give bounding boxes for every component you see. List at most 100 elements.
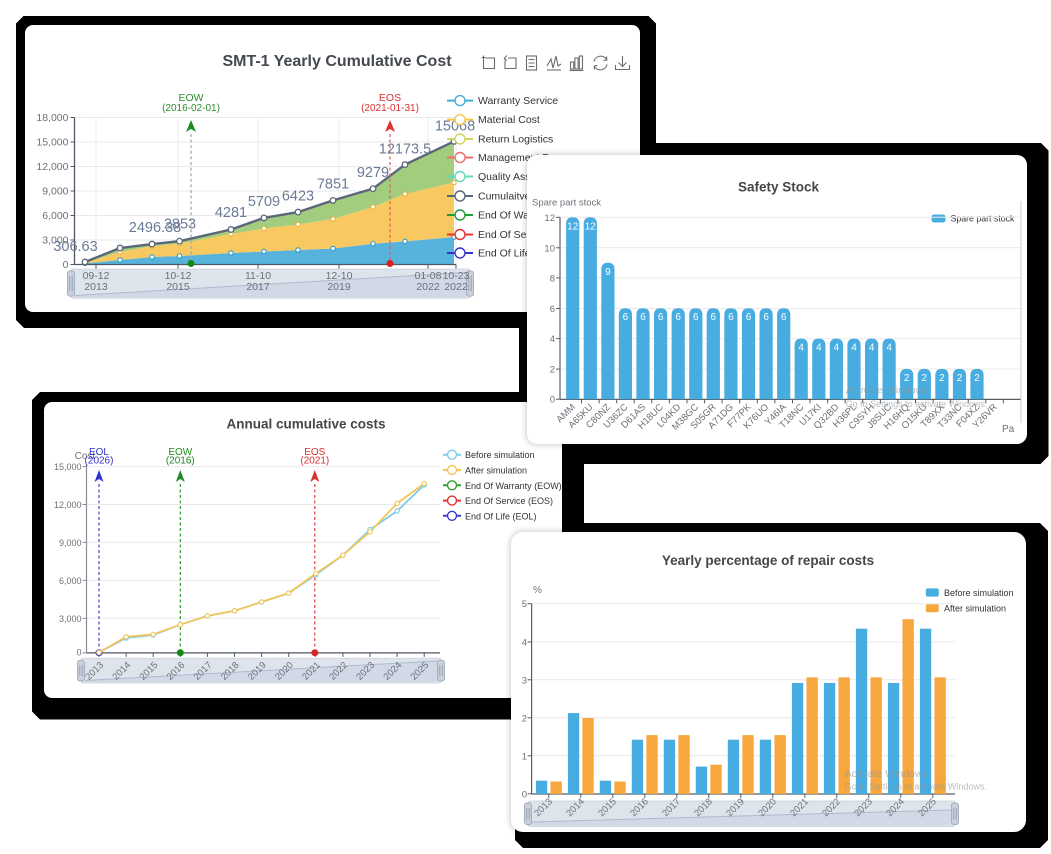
svg-text:6: 6: [763, 312, 769, 323]
svg-text:Yearly percentage of repair co: Yearly percentage of repair costs: [662, 553, 874, 568]
svg-text:Activate Windows: Activate Windows: [845, 768, 928, 780]
svg-text:5709: 5709: [248, 194, 280, 210]
svg-text:EOS: EOS: [304, 447, 325, 458]
svg-text:4: 4: [834, 342, 840, 353]
svg-text:12: 12: [585, 221, 597, 232]
svg-text:End Of Warranty (EOW): End Of Warranty (EOW): [465, 481, 562, 491]
svg-text:2022: 2022: [416, 281, 440, 293]
svg-text:0: 0: [63, 259, 69, 271]
svg-text:18,000: 18,000: [36, 112, 68, 124]
svg-text:306.63: 306.63: [53, 239, 97, 255]
svg-text:SMT-1 Yearly Cumulative Cost: SMT-1 Yearly Cumulative Cost: [222, 53, 452, 70]
svg-text:4: 4: [798, 342, 804, 353]
svg-text:12,000: 12,000: [54, 500, 82, 510]
svg-text:12: 12: [567, 221, 579, 232]
svg-text:2: 2: [974, 372, 980, 383]
svg-text:(2021-01-31): (2021-01-31): [361, 103, 419, 114]
svg-text:2022: 2022: [444, 281, 468, 293]
svg-text:(2026): (2026): [85, 456, 114, 467]
svg-text:15,000: 15,000: [54, 462, 82, 472]
svg-text:4: 4: [886, 342, 892, 353]
svg-text:Before simulation: Before simulation: [465, 450, 535, 460]
svg-text:4281: 4281: [215, 205, 247, 221]
svg-text:10: 10: [544, 243, 555, 254]
svg-text:Safety Stock: Safety Stock: [738, 179, 819, 194]
svg-text:6: 6: [711, 312, 717, 323]
svg-text:3,000: 3,000: [42, 235, 68, 247]
svg-text:6: 6: [550, 303, 555, 314]
svg-text:2: 2: [550, 364, 555, 375]
svg-text:Spare part stock: Spare part stock: [950, 213, 1015, 223]
svg-text:6: 6: [640, 312, 646, 323]
svg-text:EOW: EOW: [178, 92, 203, 104]
svg-text:Spare part stock: Spare part stock: [532, 197, 601, 208]
svg-text:10-12: 10-12: [165, 270, 192, 282]
svg-text:6,000: 6,000: [59, 576, 82, 586]
svg-text:After simulation: After simulation: [944, 604, 1006, 614]
svg-text:15068: 15068: [435, 119, 475, 135]
svg-text:Material Cost: Material Cost: [478, 114, 540, 126]
svg-text:6: 6: [693, 312, 699, 323]
svg-text:12,000: 12,000: [36, 161, 68, 173]
svg-text:12: 12: [544, 212, 555, 223]
svg-text:6: 6: [781, 312, 787, 323]
svg-text:0: 0: [522, 789, 527, 800]
svg-text:Annual cumulative costs: Annual cumulative costs: [226, 417, 385, 432]
svg-text:6: 6: [623, 312, 629, 323]
svg-text:Go to Settings to activate Win: Go to Settings to activate Windows.: [845, 782, 987, 792]
svg-text:Go to Settings to activate Win: Go to Settings to activate Windows.: [846, 398, 988, 408]
svg-text:%: %: [533, 585, 542, 596]
svg-text:Return Logistics: Return Logistics: [478, 134, 553, 146]
svg-text:12173.5: 12173.5: [379, 142, 431, 158]
svg-text:1: 1: [522, 751, 527, 762]
svg-text:6: 6: [746, 312, 752, 323]
svg-text:2: 2: [939, 372, 945, 383]
svg-text:EOW: EOW: [168, 447, 192, 458]
svg-text:4: 4: [816, 342, 822, 353]
svg-text:12-10: 12-10: [326, 270, 353, 282]
svg-text:2496.38: 2496.38: [129, 220, 181, 236]
svg-text:Before simulation: Before simulation: [944, 588, 1014, 598]
svg-text:6,000: 6,000: [42, 210, 68, 222]
svg-text:EOS: EOS: [379, 92, 401, 104]
svg-text:2: 2: [957, 372, 963, 383]
svg-text:9: 9: [605, 266, 611, 277]
svg-text:10-23: 10-23: [443, 270, 470, 282]
svg-text:6: 6: [728, 312, 734, 323]
svg-text:3: 3: [522, 675, 527, 686]
svg-text:6423: 6423: [282, 189, 314, 205]
svg-text:3,000: 3,000: [59, 614, 82, 624]
svg-text:(2016-02-01): (2016-02-01): [162, 103, 220, 114]
svg-text:After simulation: After simulation: [465, 466, 527, 476]
svg-text:2853: 2853: [164, 217, 196, 233]
svg-text:Warranty Service: Warranty Service: [478, 95, 558, 107]
svg-text:0: 0: [550, 394, 555, 405]
svg-text:7851: 7851: [317, 177, 349, 193]
svg-text:09-12: 09-12: [83, 270, 110, 282]
svg-text:01-08: 01-08: [415, 270, 442, 282]
svg-text:2: 2: [522, 713, 527, 724]
svg-text:Pa: Pa: [1002, 423, 1015, 434]
svg-text:4: 4: [869, 342, 875, 353]
svg-text:6: 6: [658, 312, 664, 323]
svg-text:2019: 2019: [327, 281, 351, 293]
svg-text:EOL: EOL: [89, 447, 109, 458]
svg-text:4: 4: [550, 334, 555, 345]
svg-text:2015: 2015: [166, 281, 190, 293]
svg-text:End Of Service (EOS): End Of Service (EOS): [465, 496, 553, 506]
svg-text:2: 2: [922, 372, 928, 383]
svg-text:6: 6: [675, 312, 681, 323]
svg-text:2: 2: [904, 372, 910, 383]
svg-text:15,000: 15,000: [36, 137, 68, 149]
svg-text:2013: 2013: [84, 281, 108, 293]
svg-text:2017: 2017: [246, 281, 270, 293]
svg-text:(2021): (2021): [300, 456, 329, 467]
svg-text:9,000: 9,000: [59, 538, 82, 548]
svg-text:9279: 9279: [357, 165, 389, 181]
svg-text:4: 4: [522, 638, 527, 649]
svg-text:11-10: 11-10: [245, 270, 271, 282]
svg-text:(2016): (2016): [166, 456, 195, 467]
svg-text:Cost: Cost: [75, 451, 96, 462]
svg-text:9,000: 9,000: [42, 186, 68, 198]
svg-text:4: 4: [851, 342, 857, 353]
